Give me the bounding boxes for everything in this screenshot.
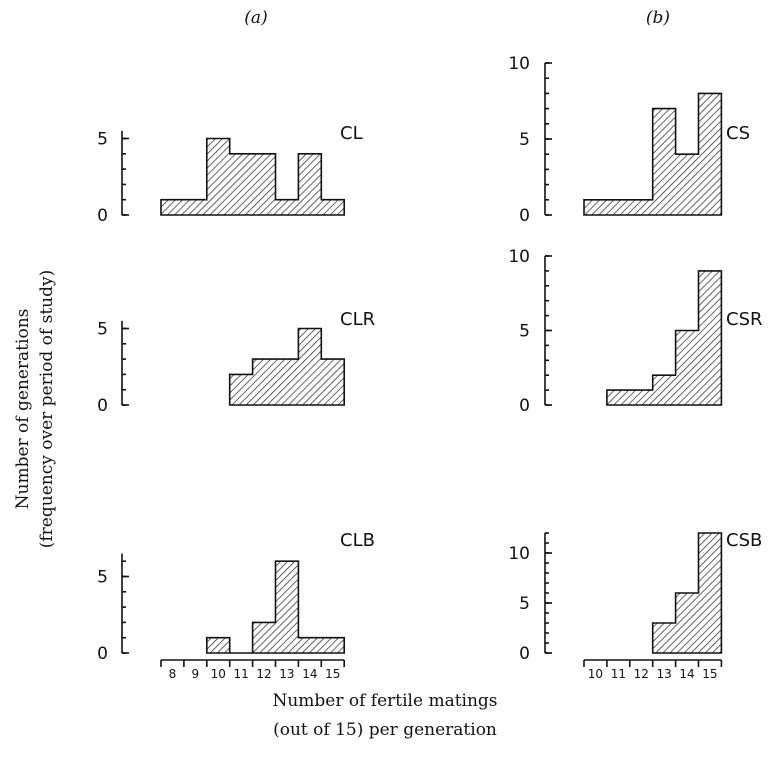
x-tick-label: 14: [679, 667, 694, 681]
x-tick-label: 15: [702, 667, 717, 681]
series-label-csr: CSR: [726, 309, 763, 330]
histogram-cl: 0 5 CL: [97, 123, 362, 226]
y-tick-label: 0: [97, 396, 108, 416]
x-axis-label-line1: Number of fertile matings: [272, 691, 497, 711]
panel-label-a: (a): [244, 8, 267, 28]
y-tick-label: 0: [519, 396, 530, 416]
x-tick-label: 10: [588, 667, 603, 681]
y-tick-label: 5: [97, 130, 108, 150]
y-tick-label: 5: [97, 320, 108, 340]
series-label-clr: CLR: [340, 309, 375, 330]
histogram-area: [607, 271, 722, 405]
series-label-csb: CSB: [726, 530, 762, 551]
x-tick-label: 11: [234, 667, 249, 681]
histogram-clr: 0 5 CLR: [97, 309, 375, 416]
x-tick-label: 8: [169, 667, 177, 681]
x-tick-label: 11: [611, 667, 626, 681]
y-tick-label: 0: [519, 206, 530, 226]
y-tick-label: 0: [519, 644, 530, 664]
charts-layer: 0 5 CL 0 5 CLR 0 5 CLB 0 5 10 CS 0 5 10 CSR 0 5 10 CSB: [97, 54, 762, 664]
x-axis-label-line2: (out of 15) per generation: [273, 720, 497, 740]
y-tick-label: 5: [519, 130, 530, 150]
y-tick-label: 10: [508, 247, 530, 267]
y-tick-label: 10: [508, 54, 530, 74]
y-tick-label: 10: [508, 544, 530, 564]
histogram-clb: 0 5 CLB: [97, 530, 375, 664]
x-tick-label: 15: [325, 667, 340, 681]
histogram-cs: 0 5 10 CS: [508, 54, 750, 226]
y-axis-label-line1: Number of generations: [13, 309, 33, 510]
x-tick-label: 12: [256, 667, 271, 681]
y-tick-label: 0: [97, 644, 108, 664]
y-tick-label: 5: [519, 594, 530, 614]
series-label-cs: CS: [726, 123, 750, 144]
histogram-csb: 0 5 10 CSB: [508, 530, 762, 664]
x-axis-a: 8 9 10 11 12 13 14 15: [161, 660, 344, 681]
x-tick-label: 9: [192, 667, 200, 681]
panel-label-b: (b): [646, 8, 670, 28]
histogram-csr: 0 5 10 CSR: [508, 247, 762, 416]
histogram-area: [161, 139, 344, 216]
histogram-area: [653, 533, 722, 653]
histogram-area: [584, 93, 721, 215]
histogram-area: [230, 329, 345, 406]
x-axes-layer: 8 9 10 11 12 13 14 15 10 11 12 13 14 15: [161, 660, 721, 681]
x-tick-label: 13: [279, 667, 294, 681]
y-tick-label: 0: [97, 206, 108, 226]
x-tick-label: 12: [634, 667, 649, 681]
y-axis-label-line2: (frequency over period of study): [37, 270, 57, 549]
histogram-area: [207, 561, 344, 653]
y-tick-label: 5: [97, 568, 108, 588]
x-axis-b: 10 11 12 13 14 15: [584, 660, 721, 681]
x-tick-label: 10: [211, 667, 226, 681]
series-label-clb: CLB: [340, 530, 375, 551]
x-tick-label: 14: [302, 667, 317, 681]
y-tick-label: 5: [519, 322, 530, 342]
x-tick-label: 13: [657, 667, 672, 681]
series-label-cl: CL: [340, 123, 363, 144]
